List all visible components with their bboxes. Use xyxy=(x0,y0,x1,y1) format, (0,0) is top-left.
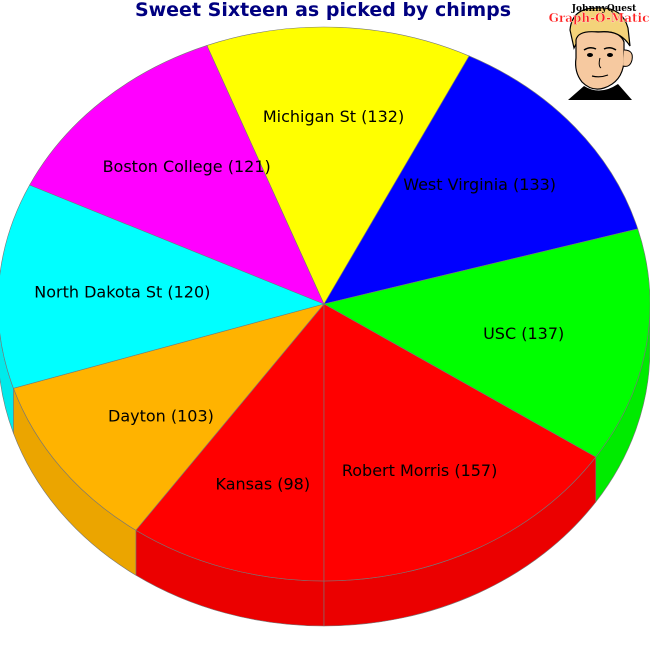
slice-label-kansas: Kansas (98) xyxy=(216,475,311,494)
boy-face-icon: JohnnyQuest Graph-O-Matic xyxy=(548,4,650,100)
pie-slice-labels: Kansas (98) Dayton (103) North Dakota St (… xyxy=(34,107,564,494)
slice-label-boston-college: Boston College (121) xyxy=(103,157,271,176)
pie-slice-north-dakota-st xyxy=(0,184,325,389)
pie-slice-usc xyxy=(323,228,650,458)
pie-slice-robert-morris xyxy=(323,303,597,582)
pie-slice-boston-college xyxy=(29,45,325,305)
pie-slice-west-virginia xyxy=(323,55,639,305)
logo-line1: JohnnyQuest xyxy=(571,4,637,14)
chart-title: Sweet Sixteen as picked by chimps xyxy=(135,0,511,21)
slice-label-north-dakota-st: North Dakota St (120) xyxy=(34,282,210,301)
slice-label-usc: USC (137) xyxy=(483,324,564,343)
pie-slices xyxy=(0,26,650,582)
slice-label-robert-morris: Robert Morris (157) xyxy=(342,461,497,480)
pie-slice-kansas xyxy=(135,303,325,582)
slice-label-west-virginia: West Virginia (133) xyxy=(403,175,556,194)
johnnyquest-logo: JohnnyQuest Graph-O-Matic xyxy=(548,0,650,100)
slice-label-michigan-st: Michigan St (132) xyxy=(263,107,404,126)
pie-slice-dayton xyxy=(13,303,325,531)
pie-slice-michigan-st xyxy=(206,26,470,305)
logo-line2: Graph-O-Matic xyxy=(549,11,650,25)
slice-label-dayton: Dayton (103) xyxy=(108,406,214,425)
pie-side-walls xyxy=(0,303,650,627)
